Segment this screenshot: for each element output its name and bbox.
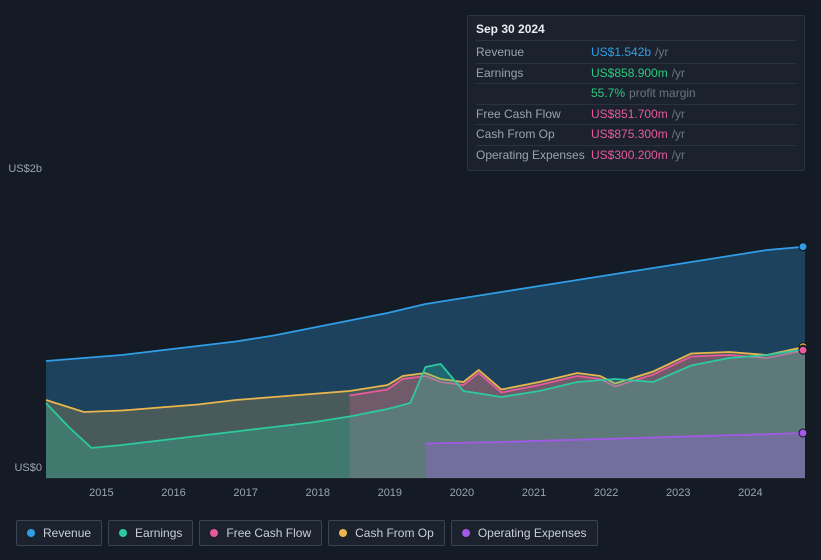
y-axis-label-min: US$0: [2, 462, 42, 474]
series-end-dot: [799, 346, 807, 354]
legend-item-revenue[interactable]: Revenue: [16, 520, 102, 546]
legend-dot-icon: [339, 529, 347, 537]
legend-item-cashop[interactable]: Cash From Op: [328, 520, 445, 546]
chart-plot-area[interactable]: [46, 178, 805, 478]
x-axis-tick-label: 2019: [378, 487, 402, 499]
tooltip-row-label: Revenue: [476, 45, 591, 61]
legend-dot-icon: [27, 529, 35, 537]
x-axis-tick-label: 2018: [305, 487, 329, 499]
legend-item-earnings[interactable]: Earnings: [108, 520, 193, 546]
chart-legend: Revenue Earnings Free Cash Flow Cash From O…: [16, 520, 598, 546]
legend-item-label: Earnings: [135, 526, 182, 540]
x-axis-tick-label: 2024: [738, 487, 762, 499]
tooltip-row-label: Cash From Op: [476, 127, 591, 143]
tooltip-row-value: 55.7%profit margin: [591, 86, 796, 102]
legend-item-label: Revenue: [43, 526, 91, 540]
legend-dot-icon: [462, 529, 470, 537]
series-end-dot: [799, 429, 807, 437]
x-axis-tick-label: 2023: [666, 487, 690, 499]
x-axis-tick-label: 2021: [522, 487, 546, 499]
x-axis-tick-label: 2016: [161, 487, 185, 499]
data-tooltip: Sep 30 2024 RevenueUS$1.542b/yrEarningsU…: [467, 15, 805, 171]
legend-dot-icon: [210, 529, 218, 537]
tooltip-row: Cash From OpUS$875.300m/yr: [476, 125, 796, 146]
legend-item-label: Cash From Op: [355, 526, 434, 540]
x-axis-tick-label: 2017: [233, 487, 257, 499]
legend-item-opex[interactable]: Operating Expenses: [451, 520, 598, 546]
tooltip-row-label: Earnings: [476, 66, 591, 82]
tooltip-date: Sep 30 2024: [476, 22, 796, 41]
legend-dot-icon: [119, 529, 127, 537]
x-axis-labels: 2015 2016 2017 2018 2019 2020 2021 2022 2023 2024: [46, 487, 805, 503]
tooltip-row-label: Free Cash Flow: [476, 107, 591, 123]
tooltip-row: 55.7%profit margin: [476, 84, 796, 105]
tooltip-row-value: US$1.542b/yr: [591, 45, 796, 61]
tooltip-row: EarningsUS$858.900m/yr: [476, 64, 796, 85]
tooltip-row: Free Cash FlowUS$851.700m/yr: [476, 105, 796, 126]
legend-item-label: Free Cash Flow: [226, 526, 311, 540]
x-axis-tick-label: 2020: [450, 487, 474, 499]
x-axis-tick-label: 2022: [594, 487, 618, 499]
series-end-dot: [799, 243, 807, 251]
tooltip-row-value: US$851.700m/yr: [591, 107, 796, 123]
legend-item-fcf[interactable]: Free Cash Flow: [199, 520, 322, 546]
tooltip-row: RevenueUS$1.542b/yr: [476, 43, 796, 64]
legend-item-label: Operating Expenses: [478, 526, 587, 540]
tooltip-row-label: [476, 86, 591, 102]
y-axis-label-max: US$2b: [2, 163, 42, 175]
tooltip-row-value: US$858.900m/yr: [591, 66, 796, 82]
financials-area-chart: US$2b US$0 20152016201720182019202020212…: [16, 160, 805, 480]
x-axis-tick-label: 2015: [89, 487, 113, 499]
tooltip-row-value: US$875.300m/yr: [591, 127, 796, 143]
